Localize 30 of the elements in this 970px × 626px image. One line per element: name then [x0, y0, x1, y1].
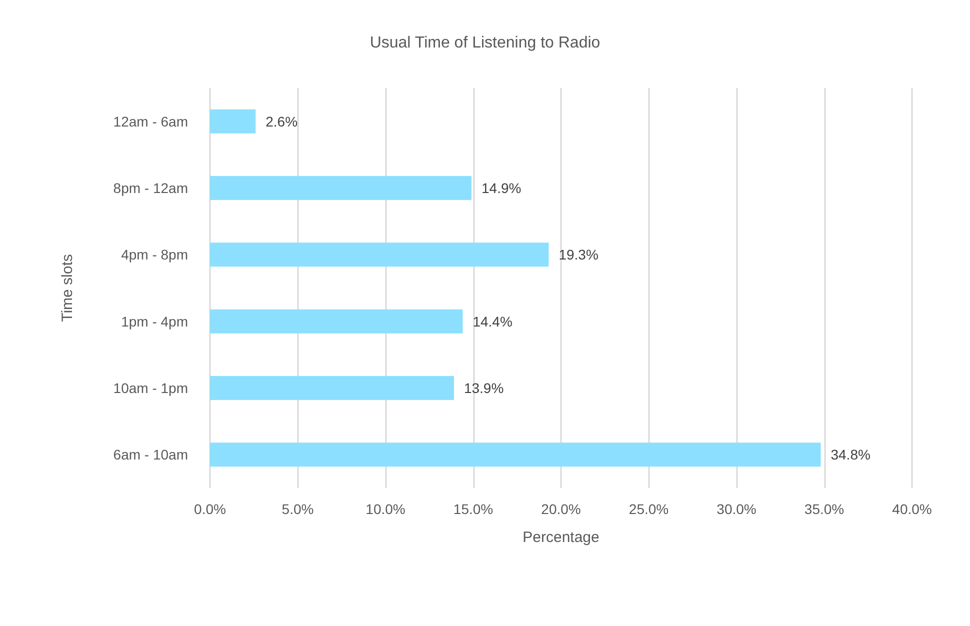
x-tick-label: 10.0%: [366, 501, 406, 517]
bar: [210, 442, 821, 467]
x-tick-label: 5.0%: [282, 501, 314, 517]
x-tick-label: 40.0%: [892, 501, 932, 517]
bar: [210, 176, 472, 200]
data-label: 34.8%: [830, 446, 870, 463]
x-tick-label: 25.0%: [628, 501, 669, 517]
x-tick-label: 20.0%: [541, 501, 581, 517]
y-tick-label: 10am - 1pm: [113, 380, 188, 396]
x-tick-label: 35.0%: [804, 501, 844, 517]
x-axis-title: Percentage: [522, 529, 600, 546]
data-label: 13.9%: [464, 380, 504, 396]
x-tick-label: 15.0%: [453, 501, 494, 517]
y-tick-label: 8pm - 12am: [113, 180, 188, 196]
data-label: 14.4%: [472, 313, 512, 330]
y-axis-title: Time slots: [59, 254, 76, 322]
bar: [210, 309, 463, 334]
y-tick-label: 4pm - 8pm: [121, 246, 188, 263]
data-label: 19.3%: [558, 246, 598, 263]
x-tick-label: 30.0%: [716, 501, 756, 517]
bar: [210, 242, 549, 267]
x-tick-label: 0.0%: [194, 501, 226, 517]
data-label: 14.9%: [481, 180, 522, 196]
data-label: 2.6%: [266, 113, 298, 130]
bar: [210, 109, 256, 134]
y-tick-label: 6am - 10am: [113, 446, 188, 463]
chart-title: Usual Time of Listening to Radio: [370, 34, 600, 52]
y-tick-label: 1pm - 4pm: [121, 313, 188, 330]
y-tick-label: 12am - 6am: [113, 113, 188, 130]
bar: [210, 376, 454, 400]
